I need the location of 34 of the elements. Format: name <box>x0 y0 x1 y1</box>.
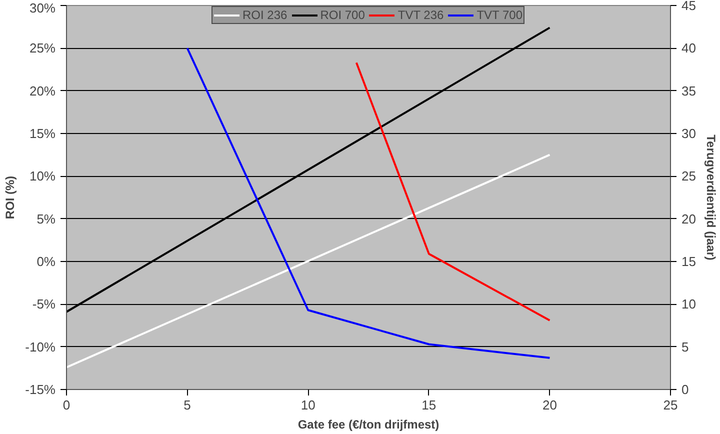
y-tick-label: 25% <box>29 40 56 56</box>
y-tick-label: -15% <box>25 382 56 397</box>
legend-label: TVT 700 <box>476 8 523 22</box>
y-tick-label: 5% <box>36 211 56 226</box>
y-tick-label: -10% <box>25 339 56 354</box>
y-tick-label: 10% <box>29 168 56 184</box>
y2-tick-label: 20 <box>682 211 696 226</box>
x-tick-label: 5 <box>184 398 191 412</box>
y2-axis-title: Terugverdientijd (jaar) <box>704 134 718 260</box>
x-tick-label: 25 <box>663 398 678 412</box>
y2-tick-label: 45 <box>682 0 696 13</box>
x-tick-label: 15 <box>422 398 436 412</box>
y2-tick-label: 35 <box>682 83 696 98</box>
y2-tick-label: 0 <box>682 382 689 397</box>
y-tick-label: 20% <box>29 83 56 98</box>
x-axis-title: Gate fee (€/ton drijfmest) <box>298 418 440 432</box>
x-tick-label: 0 <box>62 398 70 412</box>
legend-label: ROI 700 <box>320 8 365 22</box>
y2-tick-label: 5 <box>682 339 689 354</box>
y2-tick-label: 10 <box>682 296 696 312</box>
y-tick-label: 0% <box>36 254 56 269</box>
y-axis-title: ROI (%) <box>3 176 18 220</box>
y2-tick-label: 40 <box>682 40 696 56</box>
y-tick-label: 15% <box>29 126 56 141</box>
line-series <box>186 47 551 359</box>
legend-label: ROI 236 <box>242 8 288 22</box>
y-tick-label: -5% <box>32 296 56 312</box>
y2-tick-label: 30 <box>682 126 696 141</box>
y2-tick-label: 25 <box>682 168 696 184</box>
y-tick-label: 30% <box>29 0 56 16</box>
x-tick-label: 10 <box>300 398 316 412</box>
y2-tick-label: 15 <box>682 254 696 269</box>
legend-label: TVT 236 <box>398 8 444 22</box>
x-tick-label: 20 <box>542 398 557 412</box>
